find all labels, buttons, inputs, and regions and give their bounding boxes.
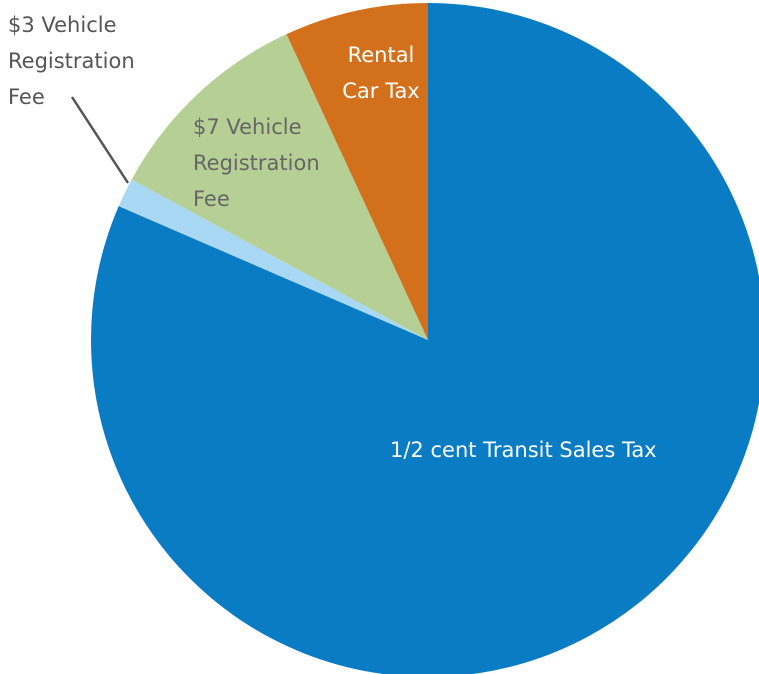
- pie-slice: [91, 3, 759, 674]
- slice-label: 1/2 cent Transit Sales Tax: [390, 438, 657, 462]
- slice-label: Rental Car Tax: [342, 43, 420, 103]
- pie-slice: [131, 34, 428, 341]
- pie-slice: [118, 179, 429, 340]
- slice-label: $7 Vehicle Registration Fee: [193, 115, 320, 211]
- callout-line: [70, 96, 130, 184]
- slice-label: $3 Vehicle Registration Fee: [8, 13, 135, 109]
- pie-slice: [286, 3, 428, 340]
